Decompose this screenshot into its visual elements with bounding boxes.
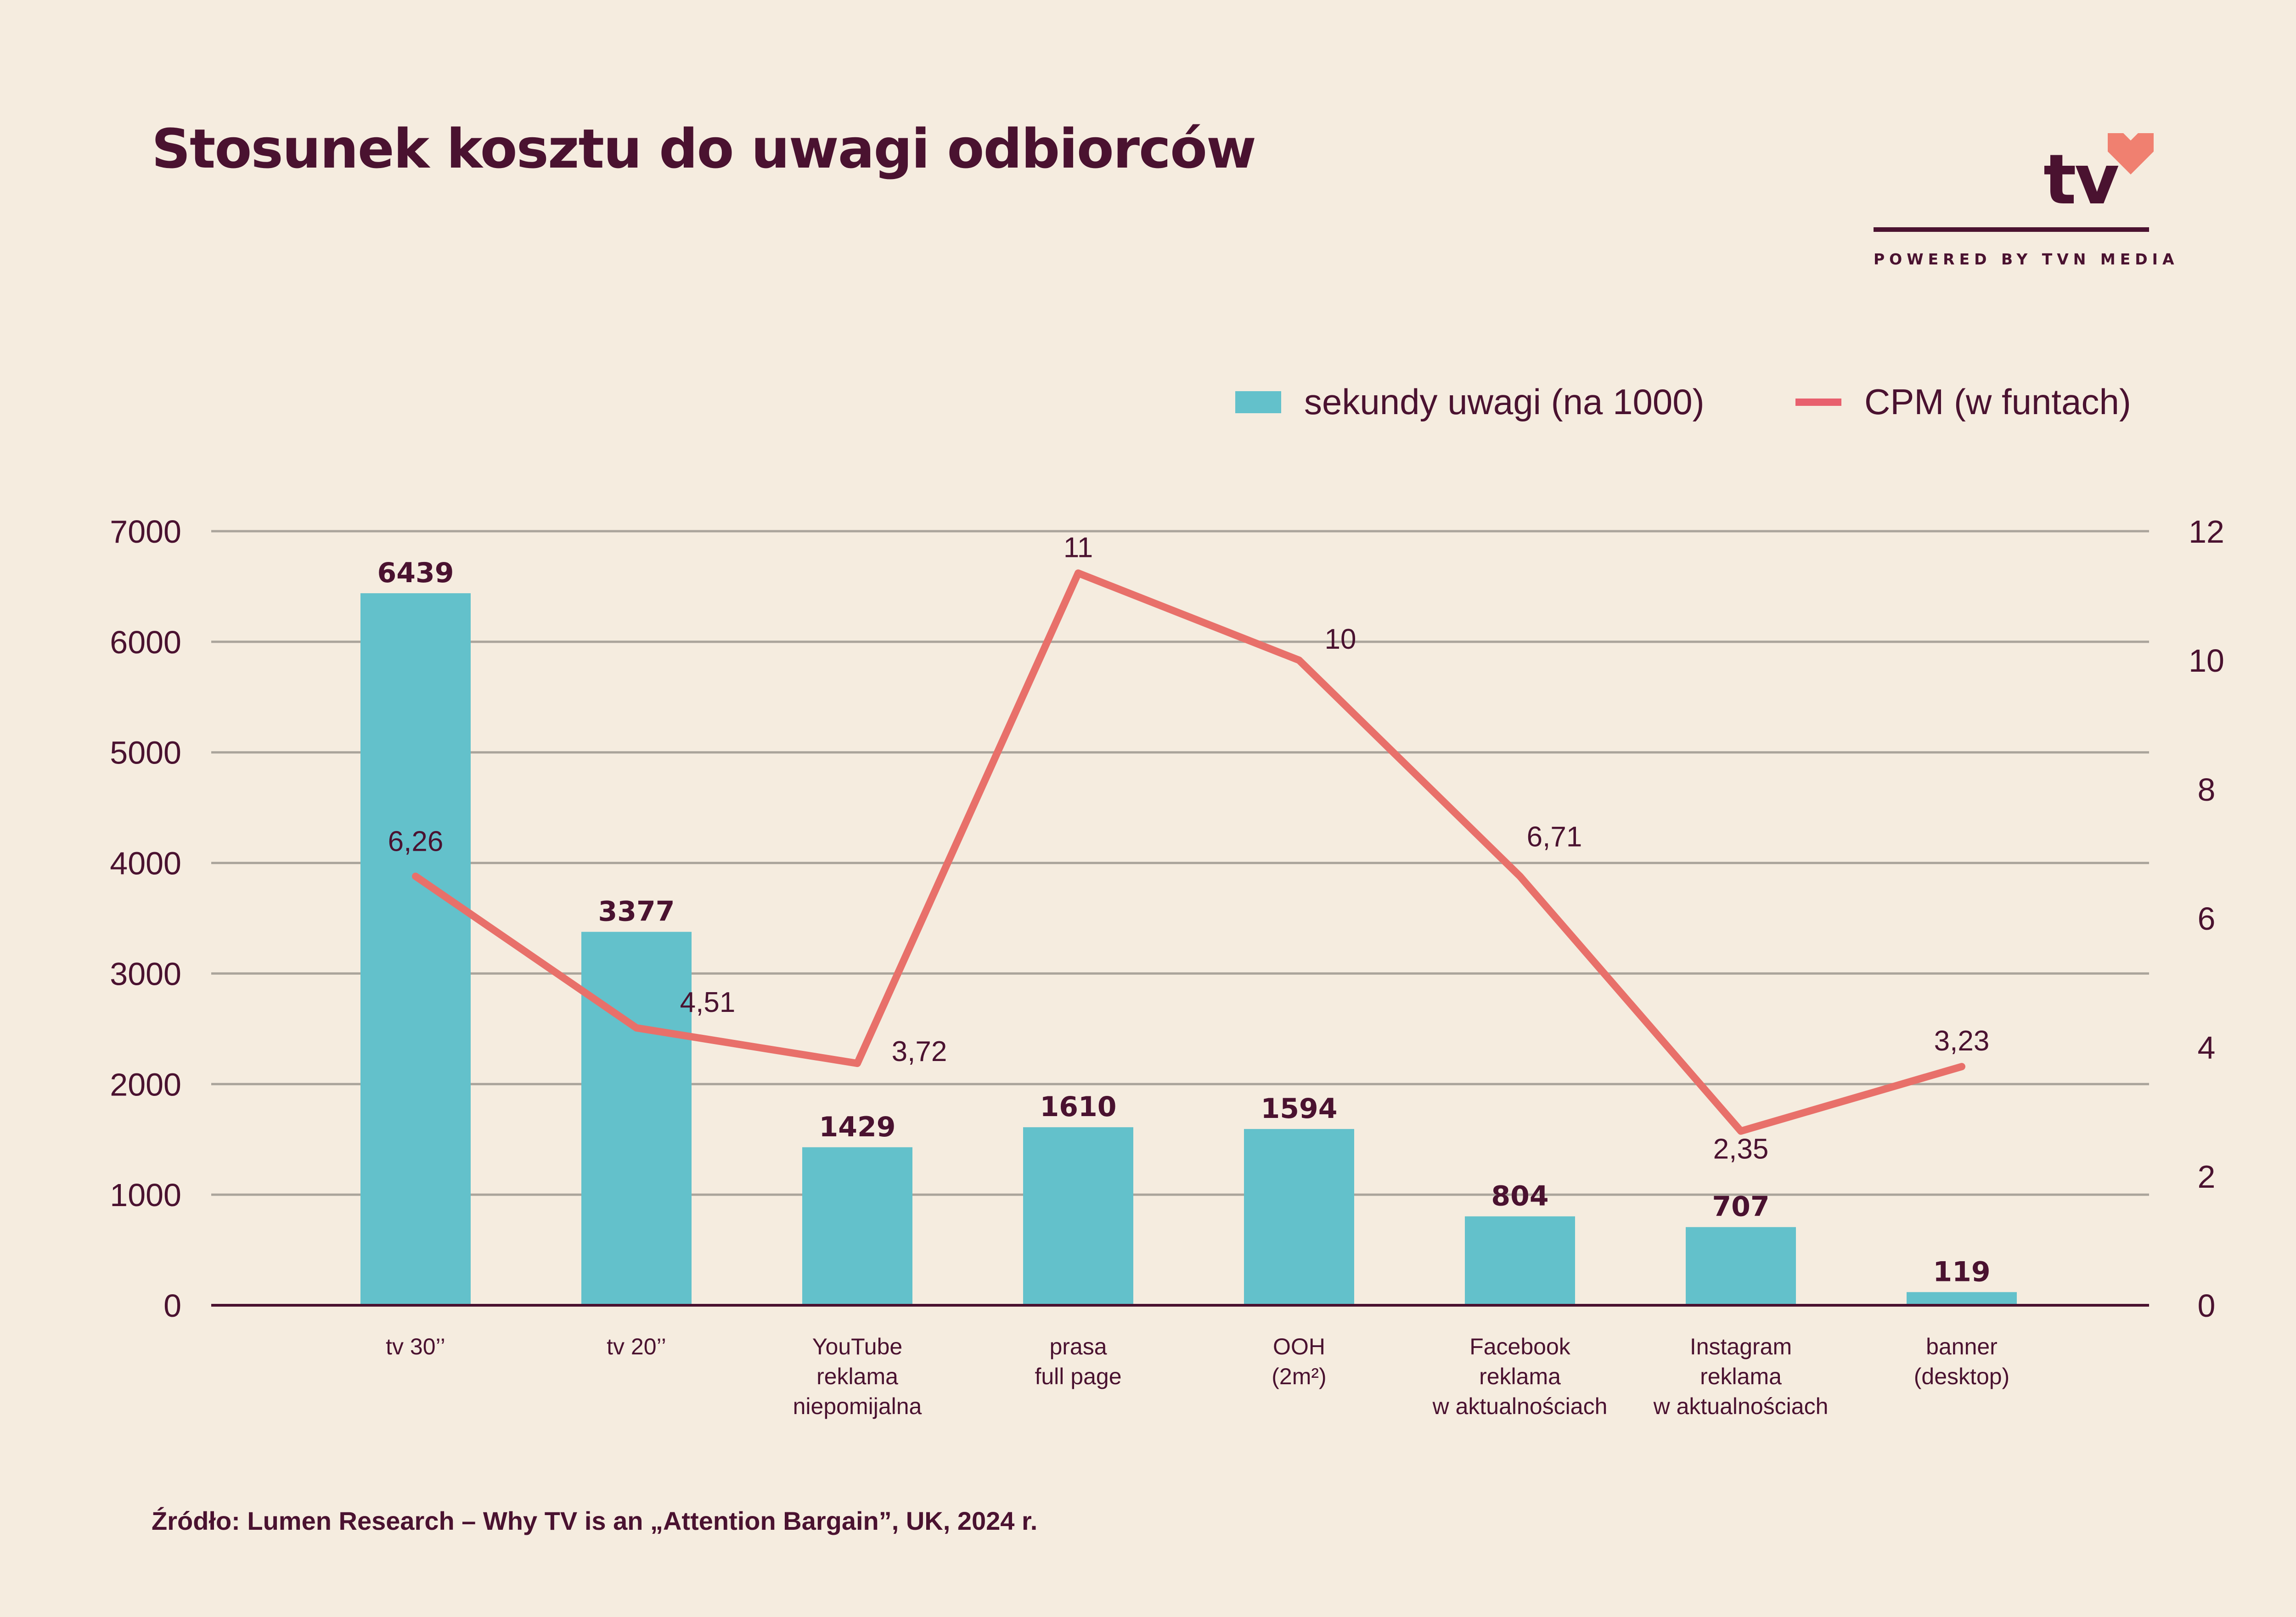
category-label: Instagram reklama w aktualnościach [1653,1334,1829,1419]
right-tick-label: 0 [2198,1288,2216,1324]
category-label-line: reklama [816,1364,898,1389]
category-label-line: Facebook [1469,1334,1571,1359]
line-value-label: 10 [1325,623,1356,655]
left-tick-label: 3000 [110,956,181,992]
line-value-label: 4,51 [680,987,736,1018]
left-tick-label: 6000 [110,624,181,660]
bar [360,593,471,1305]
category-label-line: (2m²) [1272,1364,1326,1389]
category-label: tv 20’’ [607,1334,666,1359]
bar-value-label: 1610 [1040,1091,1117,1123]
logo-divider [1874,227,2149,232]
bar [1244,1129,1354,1305]
left-tick-label: 1000 [110,1177,181,1213]
category-label-line: reklama [1700,1364,1782,1389]
legend-label-bars: sekundy uwagi (na 1000) [1304,382,1705,422]
category-label: YouTube reklama niepomijalna [793,1334,922,1419]
right-tick-label: 2 [2198,1159,2216,1195]
right-tick-label: 12 [2189,514,2224,550]
bar-value-label: 1429 [819,1111,896,1143]
category-label: banner (desktop) [1914,1334,2009,1389]
line-value-label: 2,35 [1713,1134,1769,1165]
logo-tagline: POWERED BY TVN MEDIA [1874,250,2179,268]
bar-series [360,593,2017,1305]
right-tick-label: 6 [2198,901,2216,937]
category-label-line: (desktop) [1914,1364,2009,1389]
category-label-line: prasa [1049,1334,1107,1359]
category-label-line: full page [1035,1364,1121,1389]
logo-wordmark: tv [2043,140,2119,220]
right-tick-label: 10 [2189,643,2224,679]
bar [581,932,692,1305]
category-label-line: niepomijalna [793,1393,922,1419]
line-series [412,569,1965,1135]
line-value-label: 3,72 [892,1036,947,1067]
cpm-line [412,569,1965,1135]
category-label: OOH (2m²) [1272,1334,1326,1389]
left-tick-label: 2000 [110,1067,181,1102]
left-axis-ticks: 0 1000 2000 3000 4000 5000 6000 7000 [110,514,181,1324]
line-value-label: 11 [1064,532,1093,563]
chart-title: Stosunek kosztu do uwagi odbiorców [152,117,1256,180]
bar-value-label: 6439 [377,557,454,589]
bar [1465,1216,1575,1305]
legend-item-line: CPM (w funtach) [1795,381,2131,423]
line-value-label: 6,26 [388,826,444,858]
bar-value-labels: 6439 3377 1429 1610 1594 804 707 119 [377,557,1991,1288]
bar-value-label: 804 [1491,1180,1548,1212]
tv-logo: tv POWERED BY TVN MEDIA [1874,124,2179,275]
bar-value-label: 119 [1933,1256,1990,1288]
bar-value-label: 3377 [598,896,675,928]
category-label: prasa full page [1035,1334,1121,1389]
category-label-line: tv 20’’ [607,1334,666,1359]
legend-swatch-line [1795,398,1841,406]
category-label-line: tv 30’’ [386,1334,445,1359]
line-value-labels: 6,26 4,51 3,72 11 10 6,71 2,35 3,23 [388,532,1990,1165]
right-tick-label: 8 [2198,772,2216,808]
legend-item-bars: sekundy uwagi (na 1000) [1235,381,1705,423]
bar-value-label: 707 [1712,1191,1769,1223]
category-label-line: Instagram [1690,1334,1792,1359]
left-tick-label: 4000 [110,846,181,881]
left-tick-label: 0 [163,1288,181,1324]
left-tick-label: 7000 [110,514,181,550]
line-value-label: 6,71 [1527,821,1582,853]
category-label: tv 30’’ [386,1334,445,1359]
bar [1023,1127,1133,1305]
category-label-line: reklama [1479,1364,1561,1389]
right-tick-label: 4 [2198,1030,2216,1066]
grid-lines [211,530,2149,1196]
category-label-line: w aktualnościach [1653,1393,1829,1419]
heart-icon [2108,133,2154,174]
bar-value-label: 1594 [1261,1093,1338,1125]
legend-swatch-bars [1235,391,1281,413]
category-label-line: YouTube [812,1334,902,1359]
bar [802,1147,912,1305]
bar [1686,1227,1796,1305]
bar [1907,1292,2017,1305]
legend-label-line: CPM (w funtach) [1864,382,2131,422]
category-label: Facebook reklama w aktualnościach [1432,1334,1608,1419]
category-label-line: banner [1926,1334,1998,1359]
right-axis-ticks: 0 2 4 6 8 10 12 [2189,514,2224,1324]
source-note: Źródło: Lumen Research – Why TV is an „A… [152,1506,1038,1535]
line-value-label: 3,23 [1934,1025,1990,1057]
category-label-line: w aktualnościach [1432,1393,1608,1419]
category-labels: tv 30’’ tv 20’’ YouTube reklama niepomijalna… [386,1334,2009,1419]
left-tick-label: 5000 [110,735,181,771]
category-label-line: OOH [1273,1334,1325,1359]
